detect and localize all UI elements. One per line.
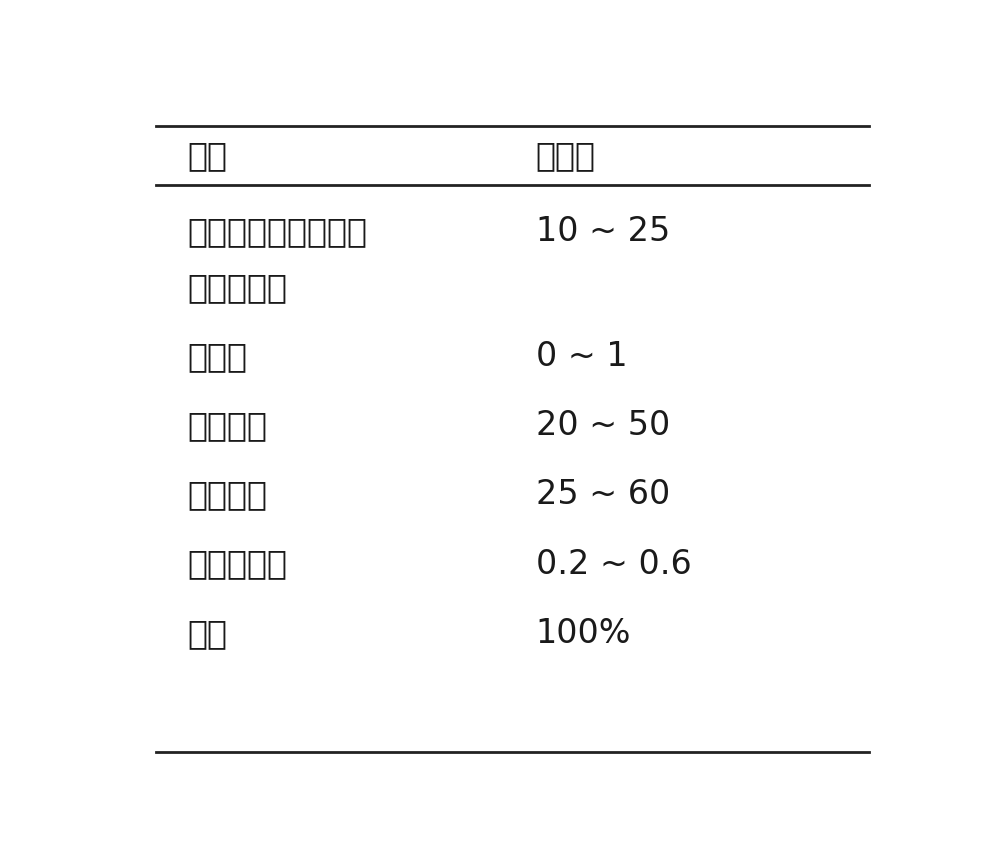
Text: 重量份: 重量份 xyxy=(536,139,596,172)
Text: 润湿流平剂: 润湿流平剂 xyxy=(187,548,287,580)
Text: 醇类溶剂: 醇类溶剂 xyxy=(187,409,267,443)
Text: 合计: 合计 xyxy=(187,617,227,650)
Text: 原料: 原料 xyxy=(187,139,227,172)
Text: 固体份计）: 固体份计） xyxy=(187,270,287,304)
Text: 0.2 ~ 0.6: 0.2 ~ 0.6 xyxy=(536,548,692,580)
Text: 醉酸丁酯: 醉酸丁酯 xyxy=(187,479,267,511)
Text: 含钙甲基硅树脂（以: 含钙甲基硅树脂（以 xyxy=(187,215,367,247)
Text: 固化剂: 固化剂 xyxy=(187,340,247,373)
Text: 20 ~ 50: 20 ~ 50 xyxy=(536,409,670,443)
Text: 25 ~ 60: 25 ~ 60 xyxy=(536,479,670,511)
Text: 0 ~ 1: 0 ~ 1 xyxy=(536,340,627,373)
Text: 100%: 100% xyxy=(536,617,631,650)
Text: 10 ~ 25: 10 ~ 25 xyxy=(536,215,670,247)
